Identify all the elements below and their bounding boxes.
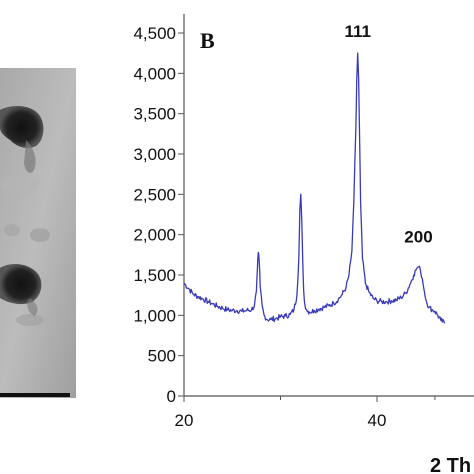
peak-label-111: 111 [344,22,371,41]
x-axis-title: 2 Th [430,455,471,474]
y-tick-label: 1,000 [133,306,176,325]
x-axis-ticks: 20 40 [175,396,436,430]
panel-label: B [200,28,215,53]
tem-image-panel [0,68,76,398]
peak-label-200: 200 [404,228,432,247]
y-tick-label: 0 [167,387,176,406]
xrd-series-line [183,52,446,324]
x-tick-label: 40 [368,411,387,430]
peak-annotations: 111 200 [344,22,432,247]
y-tick-label: 2,500 [133,185,176,204]
y-tick-label: 4,500 [133,24,176,43]
x-tick-label: 20 [175,411,194,430]
nanoparticle-blob-1 [0,106,44,148]
nanoparticle-blob-2 [0,264,42,305]
scale-bar [0,393,70,397]
y-tick-label: 500 [148,347,176,366]
y-axis-ticks: 0 500 1,000 1,500 2,000 2,500 3,000 3,500 4,000 4… [133,24,184,406]
y-tick-label: 3,500 [133,105,176,124]
y-tick-label: 1,500 [133,266,176,285]
y-tick-label: 3,000 [133,145,176,164]
y-tick-label: 4,000 [133,64,176,83]
y-tick-label: 2,000 [133,226,176,245]
